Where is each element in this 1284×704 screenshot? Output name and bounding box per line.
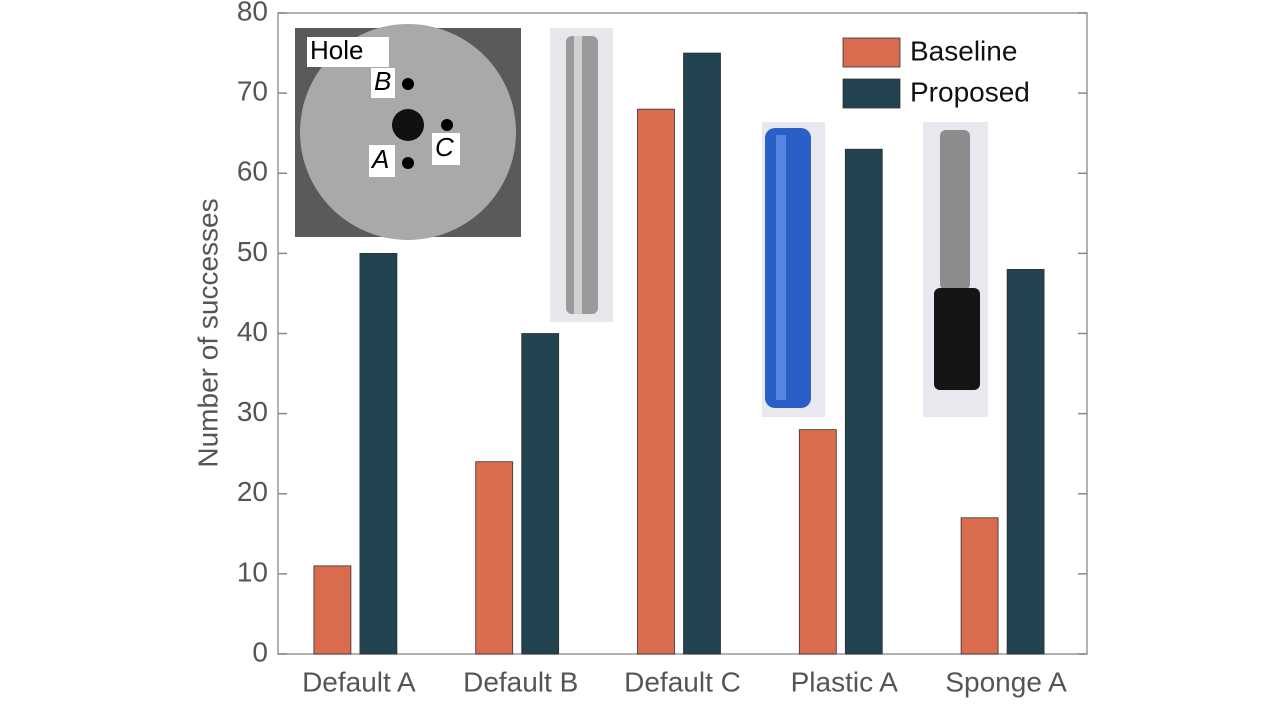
disk-photo <box>295 24 521 240</box>
y-tick-label: 80 <box>237 0 268 26</box>
bar <box>960 517 999 655</box>
y-tick-label: 30 <box>237 396 268 427</box>
y-tick-label: 50 <box>237 236 268 267</box>
x-tick-label: Sponge A <box>945 666 1067 697</box>
annotation: A <box>370 144 389 174</box>
legend-label: Baseline <box>910 35 1017 66</box>
annotation: C <box>435 132 454 162</box>
legend-label: Proposed <box>910 76 1030 107</box>
x-tick-label: Plastic A <box>791 666 899 697</box>
bar <box>844 148 883 655</box>
legend-swatch <box>842 78 901 109</box>
y-axis-label: Number of successes <box>192 198 223 467</box>
bar <box>521 333 560 655</box>
bar <box>313 565 352 655</box>
x-tick-label: Default B <box>463 666 578 697</box>
y-tick-label: 60 <box>237 156 268 187</box>
y-tick-label: 10 <box>237 556 268 587</box>
annotation: Hole <box>310 35 363 65</box>
bar <box>1006 268 1045 655</box>
annotation: B <box>374 66 391 96</box>
bar <box>798 429 837 655</box>
x-tick-label: Default C <box>624 666 741 697</box>
y-tick-label: 0 <box>252 636 268 667</box>
y-tick-label: 70 <box>237 76 268 107</box>
bar <box>683 52 721 655</box>
y-tick-label: 20 <box>237 476 268 507</box>
y-tick-label: 40 <box>237 316 268 347</box>
rod-photos <box>550 28 988 417</box>
bar <box>359 252 398 655</box>
legend-swatch <box>842 37 901 68</box>
bar <box>637 108 675 655</box>
bar <box>475 461 514 655</box>
x-tick-label: Default A <box>302 666 416 697</box>
